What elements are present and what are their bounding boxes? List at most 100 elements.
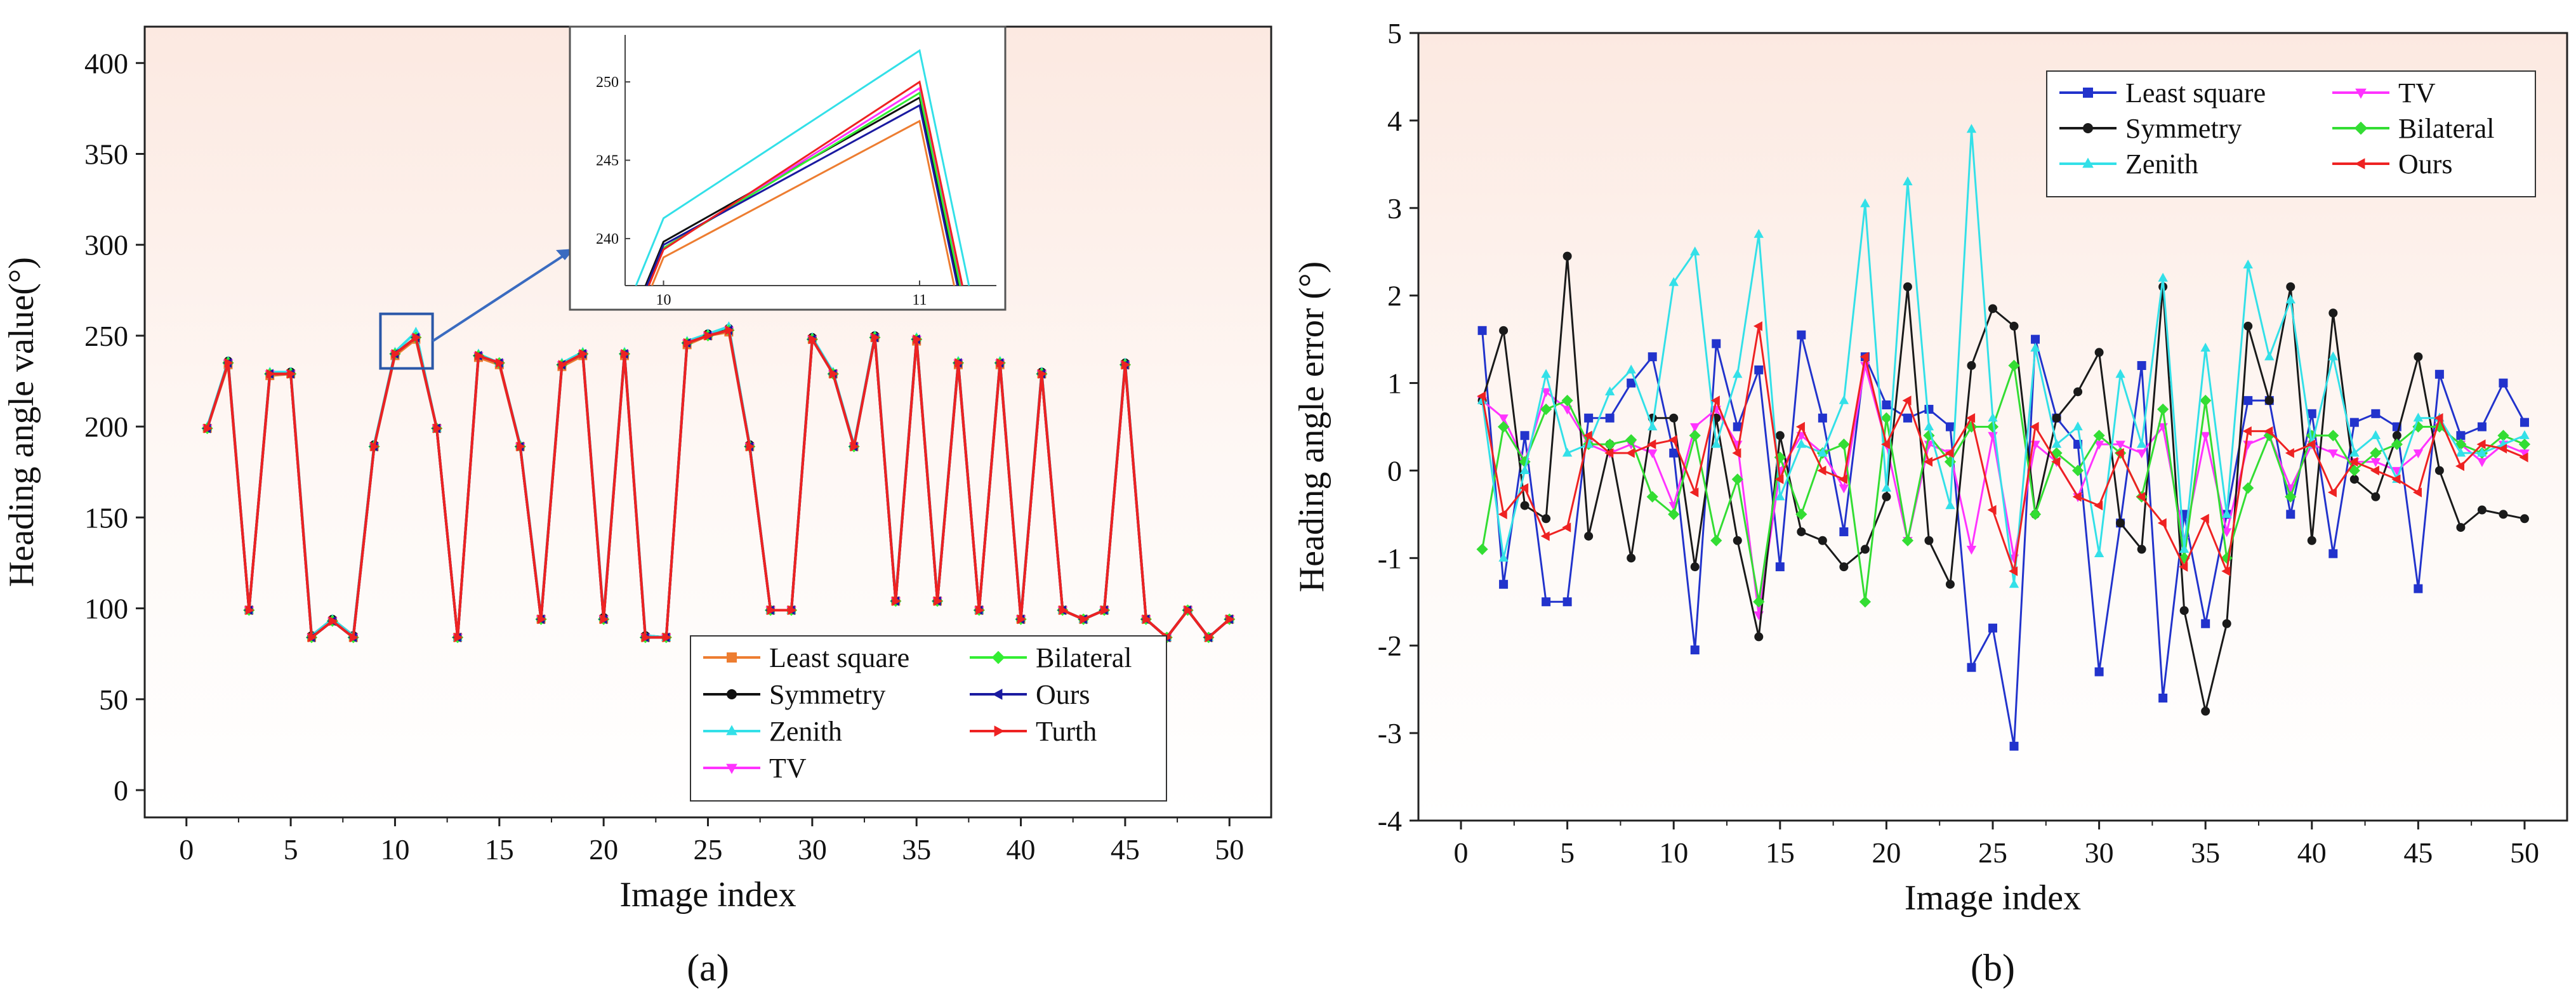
data-point-tv <box>2136 449 2147 459</box>
legend-entry-symmetry: Symmetry <box>703 679 885 710</box>
data-point-bilateral <box>1795 508 1807 520</box>
legend-label: Ours <box>1036 679 1090 710</box>
data-point-zenith <box>2349 447 2360 457</box>
data-point-zenith <box>2179 544 2190 553</box>
data-point-bilateral <box>1519 456 1531 468</box>
y-tick-label: 5 <box>1387 17 1402 50</box>
data-point-tv <box>2285 484 2295 494</box>
inset-series-line-turth <box>647 80 963 286</box>
series-line-bilateral <box>1481 364 2525 603</box>
data-point-bilateral <box>2455 438 2467 451</box>
data-point-zenith <box>2477 447 2487 457</box>
data-point-symmetry <box>1924 536 1934 545</box>
data-point-turth <box>558 360 567 370</box>
data-point-turth <box>621 348 630 359</box>
data-point-symmetry <box>1669 413 1679 423</box>
legend-label: TV <box>2398 77 2436 109</box>
data-point-turth <box>204 423 213 433</box>
data-point-bilateral <box>2093 430 2105 442</box>
data-point-ours <box>1902 395 1912 406</box>
data-point-bilateral <box>2348 465 2360 477</box>
data-point-turth <box>767 605 776 616</box>
data-point-ours <box>1945 448 1954 458</box>
data-point-turth <box>829 369 839 379</box>
data-point-least-square <box>2286 510 2295 519</box>
data-point-bilateral <box>1540 403 1552 416</box>
data-point-symmetry <box>2243 321 2253 331</box>
data-point-least-square <box>1945 422 1955 432</box>
data-point-turth <box>329 616 338 626</box>
data-point-turth <box>809 334 818 345</box>
legend-swatch-marker <box>727 689 737 699</box>
x-tick-label: 45 <box>1111 833 1140 866</box>
panel-label: (b) <box>1971 947 2015 989</box>
y-tick-label: 2 <box>1387 280 1402 312</box>
data-point-tv <box>2392 466 2402 476</box>
data-point-ours <box>2476 439 2486 449</box>
data-point-least-square <box>2094 667 2104 677</box>
legend-swatch-marker <box>2355 88 2367 99</box>
data-point-least-square <box>1690 645 1700 655</box>
data-point-symmetry <box>2328 308 2338 318</box>
series-ours <box>1477 321 2528 576</box>
data-point-least-square <box>2456 431 2466 440</box>
data-point-ours <box>1477 391 1486 401</box>
data-point-ours <box>1838 474 1847 484</box>
legend-label: Symmetry <box>769 679 885 710</box>
data-point-bilateral <box>2200 395 2212 407</box>
data-point-bilateral <box>1859 596 1871 608</box>
data-point-ours <box>1774 474 1784 484</box>
legend-entry-ours: Ours <box>2332 149 2453 180</box>
legend-entry-turth: Turth <box>970 716 1097 747</box>
data-point-tv <box>2222 528 2232 538</box>
data-point-turth <box>1184 605 1193 616</box>
data-point-least-square <box>1627 378 1636 388</box>
data-point-ours <box>2412 487 2422 498</box>
y-tick-label: 300 <box>84 229 128 261</box>
data-point-tv <box>2520 449 2530 459</box>
data-point-zenith <box>1562 447 1573 457</box>
x-tick-label: 20 <box>1872 836 1901 869</box>
data-point-bilateral <box>2008 359 2020 372</box>
data-point-tv <box>1690 423 1700 432</box>
data-point-tv <box>1839 484 1849 494</box>
data-point-least-square <box>2434 369 2444 379</box>
inset-y-tick-label: 245 <box>596 153 619 169</box>
data-point-turth <box>370 441 380 452</box>
data-point-ours <box>2285 448 2294 458</box>
series-turth <box>204 325 1235 643</box>
data-point-ours <box>2306 439 2316 449</box>
inset-series-line-ours <box>645 103 959 286</box>
x-tick-label: 40 <box>1007 833 1036 866</box>
y-tick-label: 0 <box>1387 454 1402 487</box>
data-point-zenith <box>2051 439 2062 448</box>
data-point-tv <box>2413 449 2424 459</box>
y-tick-label: -2 <box>1378 630 1402 662</box>
data-point-turth <box>475 350 484 361</box>
x-tick-label: 5 <box>1560 836 1575 869</box>
data-point-bilateral <box>1880 412 1892 424</box>
data-point-zenith <box>1775 491 1785 501</box>
data-point-least-square <box>1562 597 1572 607</box>
data-point-ours <box>1689 487 1699 498</box>
data-point-least-square <box>1712 339 1721 348</box>
x-tick-label: 40 <box>2297 836 2327 869</box>
data-point-symmetry <box>2286 282 2295 291</box>
x-tick-label: 15 <box>485 833 514 866</box>
data-point-ours <box>2115 448 2124 458</box>
data-point-least-square <box>1754 365 1764 374</box>
data-point-least-square <box>1648 352 1657 362</box>
data-point-zenith <box>1604 386 1615 395</box>
legend-label: Symmetry <box>2125 113 2242 144</box>
data-point-zenith <box>1626 364 1636 374</box>
data-point-tv <box>2200 432 2210 441</box>
data-point-symmetry <box>2094 348 2104 357</box>
x-tick-label: 30 <box>798 833 827 866</box>
data-point-bilateral <box>1731 473 1743 485</box>
legend-swatch-marker <box>991 650 1005 664</box>
data-point-ours <box>1881 439 1891 449</box>
x-tick-label: 50 <box>2510 836 2539 869</box>
data-point-bilateral <box>1476 543 1488 555</box>
y-tick-label: -1 <box>1378 542 1402 574</box>
data-point-turth <box>1017 614 1026 624</box>
